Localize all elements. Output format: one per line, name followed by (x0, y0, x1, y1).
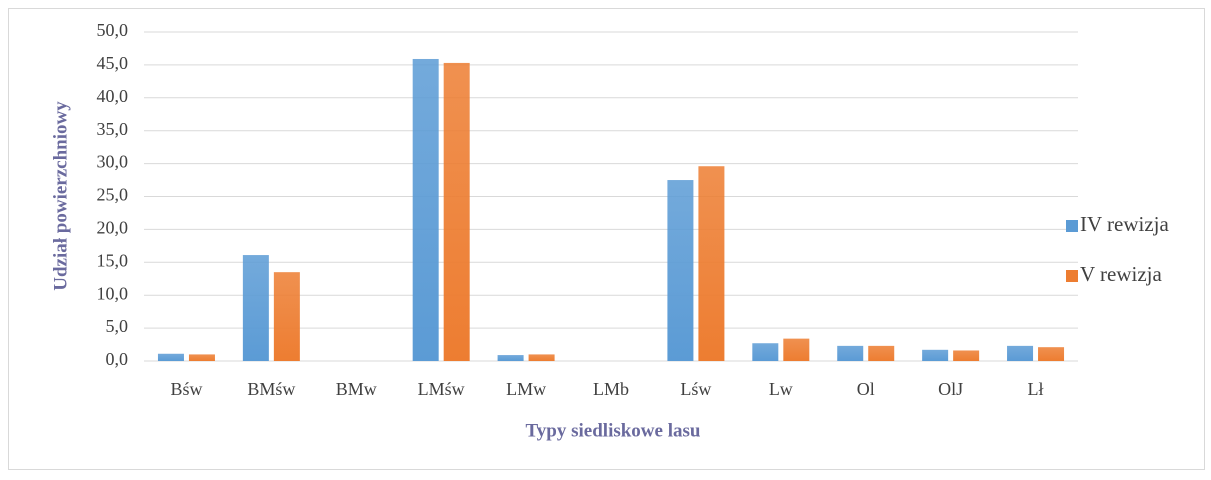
y-tick-label: 10,0 (97, 283, 129, 303)
bar (443, 62, 470, 362)
bar (188, 354, 215, 361)
x-tick-label: LMśw (418, 379, 465, 399)
bar (698, 166, 725, 361)
x-tick-label: LMb (593, 379, 629, 399)
y-tick-label: 5,0 (106, 316, 129, 336)
bar (497, 355, 524, 361)
y-tick-label: 15,0 (97, 250, 129, 270)
bar (412, 58, 439, 362)
y-tick-label: 35,0 (97, 119, 129, 139)
x-tick-label: Bśw (170, 379, 202, 399)
x-tick-label: Lw (769, 379, 793, 399)
x-tick-label: Lł (1028, 379, 1044, 399)
chart-frame (8, 8, 1205, 470)
x-tick-label: Ol (857, 379, 875, 399)
bar (1038, 347, 1065, 361)
legend-swatch (1066, 270, 1078, 282)
y-tick-label: 45,0 (97, 53, 129, 73)
bar (837, 345, 864, 361)
bar (783, 338, 810, 361)
y-tick-label: 40,0 (97, 86, 129, 106)
y-tick-label: 30,0 (97, 152, 129, 172)
y-tick-label: 0,0 (106, 349, 129, 369)
y-tick-label: 20,0 (97, 218, 129, 238)
x-tick-label: Lśw (680, 379, 711, 399)
y-tick-label: 50,0 (97, 20, 129, 40)
bar (528, 354, 555, 361)
legend-label: IV rewizja (1080, 212, 1169, 236)
y-tick-label: 25,0 (97, 185, 129, 205)
legend-label: V rewizja (1080, 262, 1163, 286)
x-tick-label: BMśw (247, 379, 295, 399)
bar (868, 345, 895, 361)
bar (922, 349, 949, 361)
bar (752, 343, 779, 361)
bar (953, 350, 980, 361)
x-axis-title: Typy siedliskowe lasu (526, 420, 701, 441)
bar (242, 255, 269, 361)
bar (157, 353, 184, 361)
y-axis-title: Udział powierzchniowy (50, 101, 71, 291)
x-tick-label: LMw (506, 379, 546, 399)
bar (1007, 345, 1034, 361)
bar (667, 180, 694, 361)
x-tick-label: OlJ (938, 379, 963, 399)
bar (273, 272, 300, 361)
legend-swatch (1066, 220, 1078, 232)
x-tick-label: BMw (336, 379, 377, 399)
